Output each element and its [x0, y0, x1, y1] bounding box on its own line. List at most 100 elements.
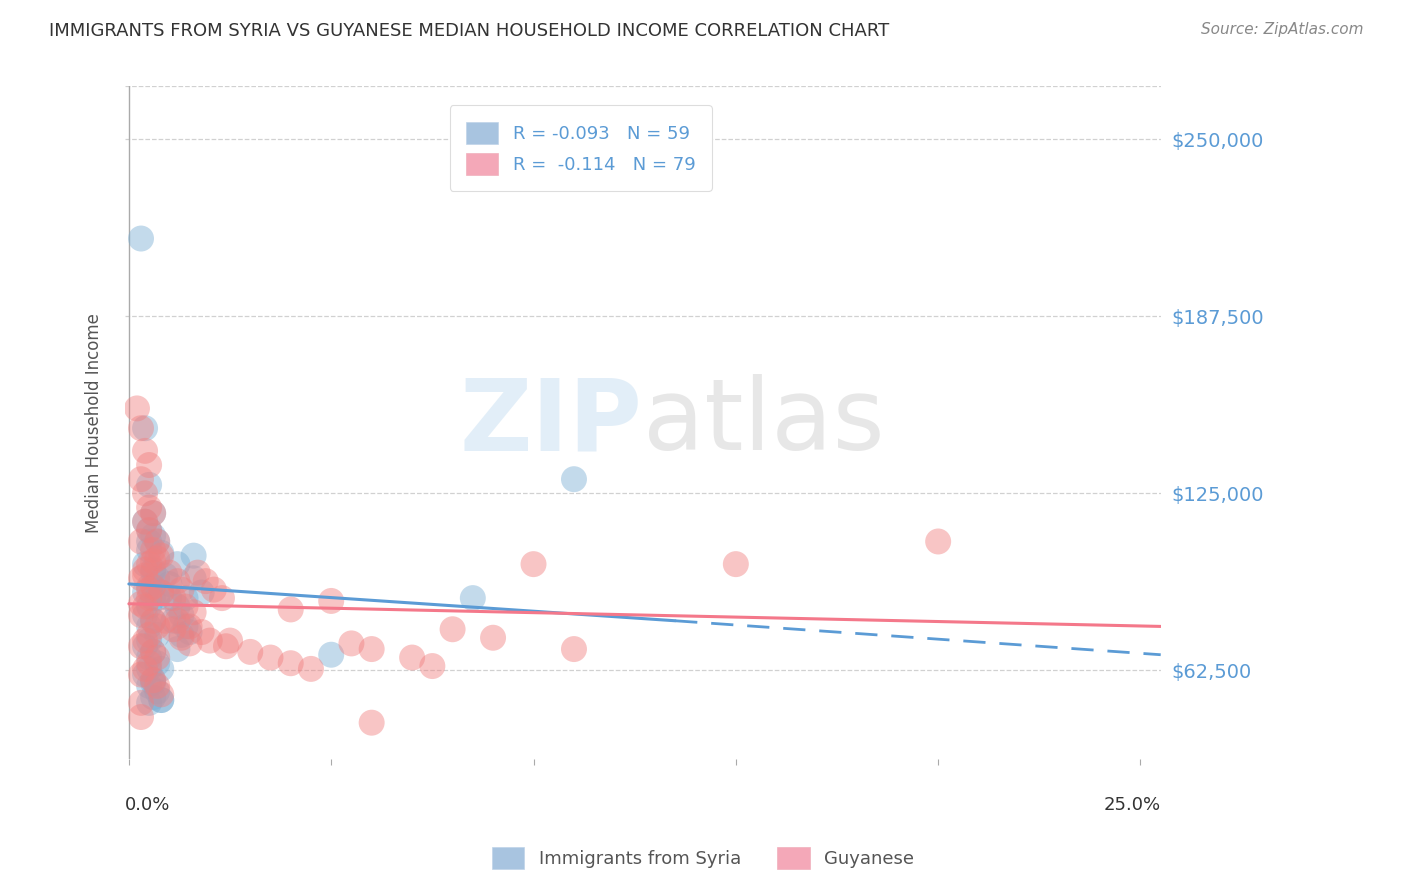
Point: [215, 639, 238, 653]
Point: [138, 478, 160, 492]
Point: [129, 696, 152, 710]
Point: [129, 472, 152, 486]
Point: [146, 534, 169, 549]
Point: [150, 693, 173, 707]
Y-axis label: Median Household Income: Median Household Income: [86, 312, 103, 533]
Point: [134, 486, 156, 500]
Point: [138, 500, 160, 515]
Point: [422, 659, 444, 673]
Point: [170, 628, 193, 642]
Point: [134, 563, 156, 577]
Point: [146, 551, 169, 566]
Point: [134, 515, 156, 529]
Text: Source: ZipAtlas.com: Source: ZipAtlas.com: [1201, 22, 1364, 37]
Point: [129, 571, 152, 585]
Point: [194, 574, 217, 588]
Point: [129, 534, 152, 549]
Point: [134, 585, 156, 599]
Point: [179, 619, 201, 633]
Point: [134, 608, 156, 623]
Point: [138, 591, 160, 606]
Point: [146, 650, 169, 665]
Point: [174, 599, 197, 614]
Point: [179, 636, 201, 650]
Point: [198, 633, 221, 648]
Point: [360, 715, 382, 730]
Point: [138, 619, 160, 633]
Point: [142, 563, 165, 577]
Point: [138, 543, 160, 558]
Point: [129, 231, 152, 245]
Point: [138, 696, 160, 710]
Point: [142, 614, 165, 628]
Point: [142, 690, 165, 705]
Point: [134, 639, 156, 653]
Point: [134, 667, 156, 681]
Point: [134, 568, 156, 582]
Point: [166, 557, 188, 571]
Point: [138, 523, 160, 537]
Point: [138, 628, 160, 642]
Point: [129, 639, 152, 653]
Point: [150, 549, 173, 563]
Point: [162, 622, 184, 636]
Point: [166, 574, 188, 588]
Point: [170, 582, 193, 597]
Point: [150, 687, 173, 701]
Point: [166, 599, 188, 614]
Point: [142, 566, 165, 580]
Point: [183, 549, 205, 563]
Text: atlas: atlas: [643, 374, 884, 471]
Point: [179, 625, 201, 640]
Point: [340, 636, 363, 650]
Point: [150, 693, 173, 707]
Point: [321, 648, 343, 662]
Point: [125, 401, 148, 416]
Point: [138, 599, 160, 614]
Point: [170, 631, 193, 645]
Point: [211, 591, 233, 606]
Point: [138, 523, 160, 537]
Point: [142, 673, 165, 688]
Point: [461, 591, 484, 606]
Point: [146, 684, 169, 698]
Point: [138, 557, 160, 571]
Point: [142, 645, 165, 659]
Point: [155, 614, 177, 628]
Point: [146, 619, 169, 633]
Text: ZIP: ZIP: [460, 374, 643, 471]
Point: [174, 591, 197, 606]
Point: [162, 591, 184, 606]
Point: [138, 657, 160, 671]
Point: [219, 633, 242, 648]
Point: [134, 599, 156, 614]
Point: [299, 662, 322, 676]
Text: 0.0%: 0.0%: [125, 796, 170, 814]
Point: [134, 633, 156, 648]
Point: [166, 642, 188, 657]
Point: [138, 679, 160, 693]
Point: [142, 506, 165, 520]
Point: [190, 585, 212, 599]
Point: [142, 614, 165, 628]
Point: [146, 679, 169, 693]
Point: [134, 662, 156, 676]
Text: 25.0%: 25.0%: [1104, 796, 1161, 814]
Point: [174, 619, 197, 633]
Point: [155, 568, 177, 582]
Point: [280, 602, 302, 616]
Point: [183, 605, 205, 619]
Legend: R = -0.093   N = 59, R =  -0.114   N = 79: R = -0.093 N = 59, R = -0.114 N = 79: [450, 105, 711, 191]
Point: [134, 515, 156, 529]
Point: [146, 657, 169, 671]
Point: [157, 566, 180, 580]
Point: [142, 591, 165, 606]
Point: [150, 546, 173, 560]
Point: [170, 608, 193, 623]
Point: [129, 597, 152, 611]
Point: [202, 582, 225, 597]
Point: [142, 676, 165, 690]
Point: [150, 585, 173, 599]
Point: [724, 557, 747, 571]
Point: [166, 614, 188, 628]
